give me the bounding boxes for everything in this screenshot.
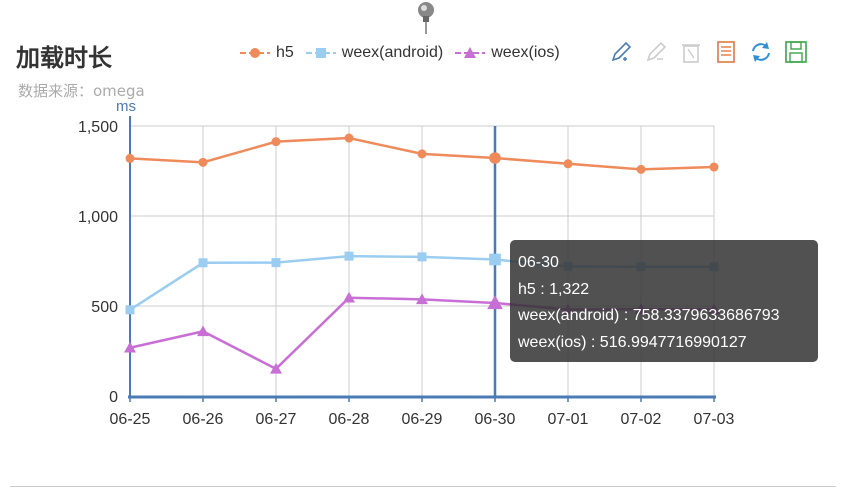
- legend-label-weex-ios: weex(ios): [491, 44, 560, 61]
- data-point-1: [344, 251, 354, 261]
- y-tick-label: 1,500: [78, 119, 118, 136]
- data-point-1: [198, 258, 208, 268]
- y-axis-unit: ms: [116, 98, 136, 115]
- refresh-icon[interactable]: [747, 38, 775, 66]
- x-tick-label: 07-02: [621, 411, 662, 428]
- x-tick-label: 06-27: [256, 411, 297, 428]
- legend-item-weex-android[interactable]: weex(android): [305, 44, 444, 62]
- data-point-2: [124, 341, 136, 353]
- x-tick-label: 06-30: [475, 411, 516, 428]
- data-point-0: [636, 164, 646, 174]
- x-tick-label: 07-01: [548, 411, 589, 428]
- tooltip-line-ios: weex(ios) : 516.9947716990127: [518, 333, 747, 351]
- line-chart[interactable]: 0 500 1,000 1,500 06-25 06-26 06-27 06-28 06-29 0…: [0, 0, 846, 470]
- data-point-0: [125, 153, 135, 163]
- legend-label-h5: h5: [276, 44, 294, 61]
- data-point-0: [344, 133, 354, 143]
- data-point-1: [271, 258, 281, 268]
- data-point-0: [563, 159, 573, 169]
- x-tick-label: 06-29: [402, 411, 443, 428]
- pin-icon: [418, 2, 434, 34]
- clear-trash-icon[interactable]: [677, 38, 705, 66]
- data-point-0: [709, 162, 719, 172]
- data-point-1: [489, 253, 501, 266]
- legend-marker-ios-icon: [455, 47, 486, 58]
- data-point-2: [416, 293, 428, 305]
- data-point-2: [487, 295, 503, 310]
- x-tick-label: 06-25: [110, 411, 151, 428]
- data-point-1: [125, 305, 135, 315]
- x-tick-label: 06-28: [329, 411, 370, 428]
- tooltip-line-android: weex(android) : 758.3379633686793: [518, 307, 780, 324]
- data-view-icon[interactable]: [712, 38, 740, 66]
- toolbox: [607, 38, 817, 66]
- legend-item-weex-ios[interactable]: weex(ios): [455, 44, 560, 62]
- y-tick-label: 500: [91, 299, 118, 316]
- data-point-0: [198, 157, 208, 167]
- data-point-1: [417, 252, 427, 262]
- data-point-0: [417, 149, 427, 159]
- tooltip-title: 06-30: [518, 254, 559, 271]
- y-tick-label: 1,000: [78, 209, 118, 226]
- legend-marker-android-icon: [305, 48, 336, 58]
- save-image-icon[interactable]: [782, 38, 810, 66]
- tooltip-line-h5: h5 : 1,322: [518, 280, 590, 298]
- tooltip: 06-30 h5 : 1,322 weex(android) : 758.337…: [510, 240, 818, 362]
- mark-pen-icon[interactable]: [607, 38, 635, 66]
- legend-label-weex-android: weex(android): [341, 44, 444, 61]
- data-point-0: [271, 137, 281, 147]
- data-point-2: [343, 291, 355, 303]
- y-tick-label: 0: [109, 389, 118, 406]
- erase-pen-icon[interactable]: [642, 38, 670, 66]
- legend: h5 weex(android) weex(ios): [240, 42, 572, 64]
- x-tick-label: 06-26: [183, 411, 224, 428]
- x-tick-label: 07-03: [694, 411, 735, 428]
- legend-item-h5[interactable]: h5: [240, 44, 294, 62]
- chart-subtitle: 数据来源：omega: [18, 82, 145, 100]
- data-point-2: [197, 325, 209, 337]
- data-point-0: [489, 152, 501, 164]
- chart-title: 加载时长: [16, 44, 112, 72]
- bottom-divider: [10, 486, 836, 487]
- legend-marker-h5-icon: [240, 48, 270, 58]
- data-point-2: [270, 362, 282, 374]
